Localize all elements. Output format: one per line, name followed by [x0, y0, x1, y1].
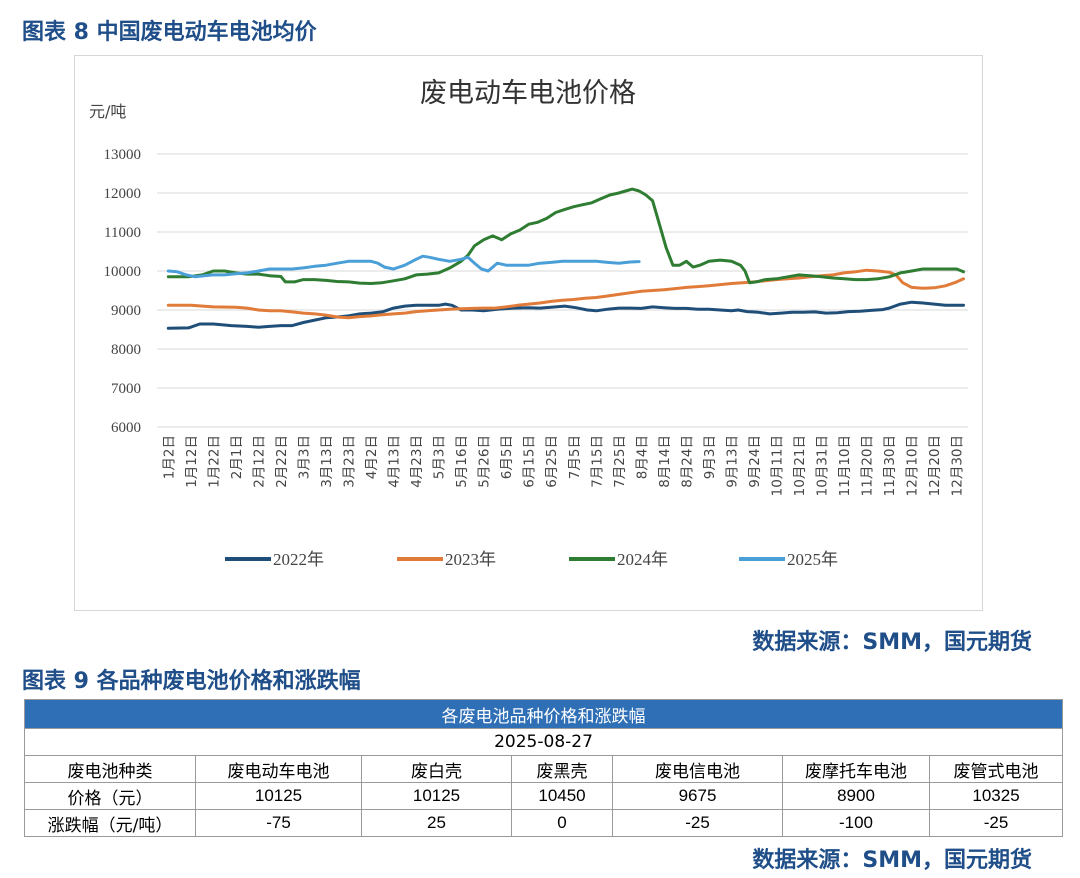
x-tick-label: 3月13日	[319, 435, 335, 488]
x-tick-labels: 1月2日 1月12日 1月22日 2月1日 2月12日 2月22日 3月3日 3月13日 3月2…	[161, 435, 965, 496]
series-line-2025年	[166, 254, 641, 279]
y-tick-labels: 13000 12000 11000 10000 9000 8000 7000 6000	[104, 147, 142, 436]
header-cell: 废电动车电池	[195, 755, 362, 783]
header-cell: 废黑壳	[511, 755, 613, 783]
x-tick-label: 10月11日	[770, 435, 786, 496]
x-tick-label: 7月5日	[567, 435, 583, 479]
chart-panel: 废电动车电池价格 元/吨 13000 12000 11000 10000 9000 800…	[74, 55, 983, 611]
row-label: 价格（元）	[24, 782, 196, 810]
y-tick-label: 9000	[111, 303, 141, 319]
x-tick-label: 1月12日	[184, 435, 200, 488]
table-header-row: 废电池种类 废电动车电池 废白壳 废黑壳 废电信电池 废摩托车电池 废管式电池	[24, 755, 1064, 783]
table-row-price: 价格（元） 10125 10125 10450 9675 8900 10325	[24, 782, 1064, 810]
table-cell: 10125	[361, 782, 512, 810]
price-change-table: 各废电池品种价格和涨跌幅 2025-08-27 废电池种类 废电动车电池 废白壳…	[23, 699, 1064, 837]
x-tick-label: 6月15日	[522, 435, 538, 488]
series-line-2024年	[166, 187, 965, 285]
table-cell: -100	[782, 809, 930, 837]
x-tick-label: 1月22日	[206, 435, 222, 488]
header-cell: 废电信电池	[612, 755, 783, 783]
y-tick-label: 7000	[111, 381, 141, 397]
y-tick-label: 11000	[104, 225, 141, 241]
x-tick-label: 8月14日	[657, 435, 673, 488]
x-tick-label: 11月20日	[860, 435, 876, 496]
table-cell: 10125	[195, 782, 362, 810]
x-tick-label: 4月13日	[387, 435, 403, 488]
x-tick-label: 6月5日	[499, 435, 515, 479]
x-tick-label: 3月3日	[296, 435, 312, 479]
x-tick-label: 10月31日	[815, 435, 831, 496]
figure8-source: 数据来源：SMM，国元期货	[752, 630, 1032, 655]
x-tick-label: 2月1日	[229, 435, 245, 479]
x-tick-label: 9月24日	[747, 435, 763, 488]
figure9-caption: 图表 9 各品种废电池价格和涨跌幅	[22, 669, 361, 694]
y-tick-label: 8000	[111, 342, 141, 358]
x-tick-label: 11月10日	[837, 435, 853, 496]
table-cell: -25	[928, 809, 1064, 837]
x-tick-label: 9月13日	[724, 435, 740, 488]
table-cell: 0	[511, 809, 613, 837]
x-tick-label: 5月26日	[477, 435, 493, 488]
x-tick-label: 4月23日	[409, 435, 425, 488]
x-tick-label: 1月2日	[161, 435, 177, 479]
series-line-2022年	[166, 300, 965, 330]
table-cell: -25	[612, 809, 783, 837]
table-cell: 10450	[511, 782, 613, 810]
legend-label: 2022年	[273, 550, 324, 569]
table-cell: 10325	[928, 782, 1064, 810]
table-cell: -75	[195, 809, 362, 837]
legend-label: 2023年	[445, 550, 496, 569]
y-tick-label: 6000	[111, 420, 141, 436]
y-tick-label: 10000	[104, 264, 142, 280]
row-label: 涨跌幅（元/吨）	[24, 809, 196, 837]
table-date: 2025-08-27	[23, 728, 1064, 756]
gridlines	[157, 153, 968, 428]
x-tick-label: 12月20日	[927, 435, 943, 496]
legend-label: 2024年	[617, 550, 668, 569]
series-lines	[166, 187, 965, 330]
chart-title: 废电动车电池价格	[420, 78, 636, 109]
y-axis-unit-label: 元/吨	[89, 102, 126, 121]
x-tick-label: 6月25日	[544, 435, 560, 488]
x-tick-label: 7月15日	[589, 435, 605, 488]
header-cell: 废管式电池	[928, 755, 1064, 783]
table-row-change: 涨跌幅（元/吨） -75 25 0 -25 -100 -25	[24, 809, 1064, 837]
y-tick-label: 13000	[104, 147, 142, 163]
header-cell: 废电池种类	[24, 755, 196, 783]
x-tick-label: 2月22日	[274, 435, 290, 488]
legend: 2022年 2023年 2024年 2025年	[225, 550, 838, 569]
table-cell: 8900	[782, 782, 930, 810]
x-tick-label: 5月3日	[432, 435, 448, 479]
table-cell: 25	[361, 809, 512, 837]
x-tick-label: 9月3日	[702, 435, 718, 479]
x-tick-label: 12月10日	[905, 435, 921, 496]
header-cell: 废白壳	[361, 755, 512, 783]
x-tick-label: 2月12日	[251, 435, 267, 488]
y-tick-label: 12000	[104, 186, 142, 202]
x-tick-label: 5月16日	[454, 435, 470, 488]
x-tick-label: 3月23日	[341, 435, 357, 488]
legend-label: 2025年	[787, 550, 838, 569]
x-tick-label: 8月24日	[679, 435, 695, 488]
series-line-2023年	[166, 268, 965, 320]
x-tick-label: 10月21日	[792, 435, 808, 496]
x-tick-label: 7月25日	[612, 435, 628, 488]
figure8-caption: 图表 8 中国废电动车电池均价	[22, 20, 317, 45]
figure9-source: 数据来源：SMM，国元期货	[752, 848, 1032, 873]
header-cell: 废摩托车电池	[782, 755, 930, 783]
price-line-chart: 废电动车电池价格 元/吨 13000 12000 11000 10000 9000 800…	[89, 78, 968, 569]
table-cell: 9675	[612, 782, 783, 810]
x-tick-label: 8月4日	[634, 435, 650, 479]
x-tick-label: 11月30日	[882, 435, 898, 496]
x-tick-label: 4月2日	[364, 435, 380, 479]
x-tick-label: 12月30日	[950, 435, 966, 496]
table-title: 各废电池品种价格和涨跌幅	[23, 699, 1064, 729]
